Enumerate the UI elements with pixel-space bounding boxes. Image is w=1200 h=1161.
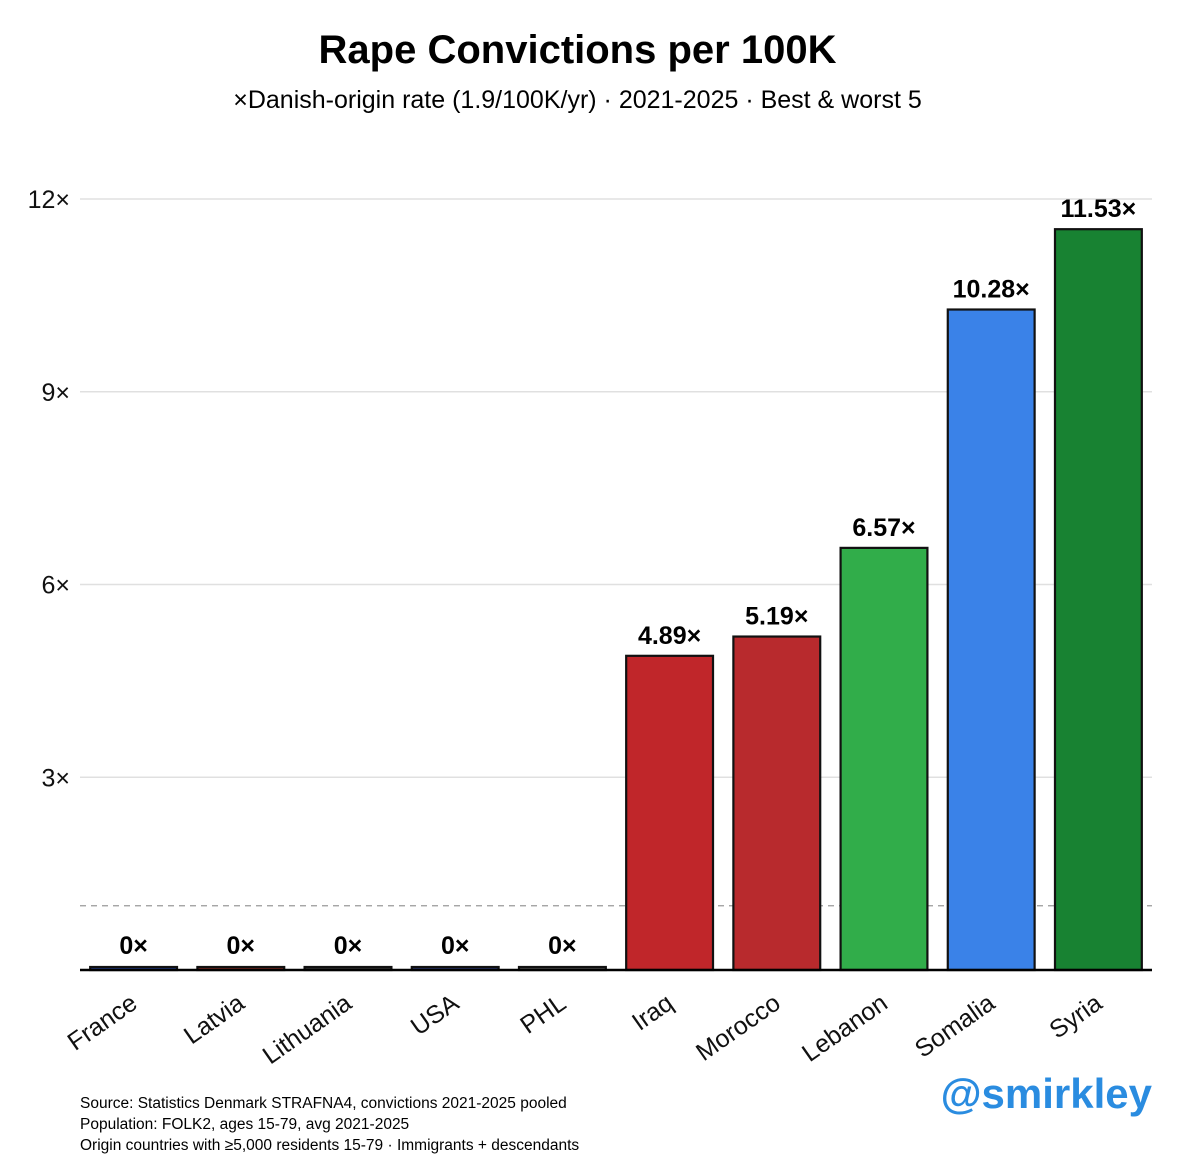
- y-tick-label: 3×: [41, 764, 70, 792]
- footer-line-origin: Origin countries with ≥5,000 residents 1…: [80, 1137, 580, 1154]
- value-label: 0×: [548, 932, 577, 960]
- bar-chart: 3× 6× 9× 12× 0× 0× 0× 0× 0× 4.89× 5.19× 6.57× 10.28…: [28, 186, 1152, 1070]
- x-tick-label: Morocco: [691, 989, 786, 1067]
- value-label: 10.28×: [953, 276, 1030, 304]
- bar: [1053, 228, 1143, 972]
- x-axis-ticks: France Latvia Lithuania USA PHL Iraq Morocco Le…: [63, 989, 1108, 1070]
- chart-subtitle: ×Danish-origin rate (1.9/100K/yr) · 2021…: [233, 86, 922, 114]
- chart-title: Rape Convictions per 100K: [318, 28, 837, 72]
- source-footer: Source: Statistics Denmark STRAFNA4, con…: [80, 1093, 579, 1156]
- value-label: 0×: [227, 932, 256, 960]
- footer-line-population: Population: FOLK2, ages 15-79, avg 2021-…: [80, 1116, 410, 1133]
- bar: [625, 654, 715, 972]
- x-tick-label: Lithuania: [258, 989, 357, 1070]
- footer-line-source: Source: Statistics Denmark STRAFNA4, con…: [80, 1095, 567, 1112]
- y-axis-ticks: 3× 6× 9× 12×: [28, 186, 70, 792]
- x-tick-label: Somalia: [910, 989, 1000, 1064]
- x-tick-label: Lebanon: [797, 989, 893, 1068]
- x-tick-label: PHL: [515, 989, 571, 1040]
- value-label: 4.89×: [638, 622, 701, 650]
- bar: [946, 308, 1036, 972]
- x-tick-label: Latvia: [179, 989, 250, 1050]
- value-label: 0×: [441, 932, 470, 960]
- value-label: 6.57×: [852, 514, 915, 542]
- value-labels: 0× 0× 0× 0× 0× 4.89× 5.19× 6.57× 10.28× 11.53×: [119, 195, 1136, 960]
- y-tick-label: 9×: [41, 379, 70, 407]
- value-label: 0×: [334, 932, 363, 960]
- value-label: 0×: [119, 932, 148, 960]
- bars: [89, 228, 1143, 972]
- bar: [732, 635, 822, 972]
- value-label: 11.53×: [1061, 195, 1137, 223]
- author-handle: @smirkley: [940, 1070, 1152, 1117]
- x-tick-label: USA: [406, 989, 464, 1042]
- x-tick-label: Iraq: [627, 989, 678, 1037]
- x-tick-label: Syria: [1044, 989, 1107, 1045]
- value-label: 5.19×: [745, 603, 808, 631]
- x-tick-label: France: [63, 989, 143, 1057]
- bar: [839, 546, 929, 972]
- y-tick-label: 12×: [28, 186, 70, 214]
- y-tick-label: 6×: [41, 572, 70, 600]
